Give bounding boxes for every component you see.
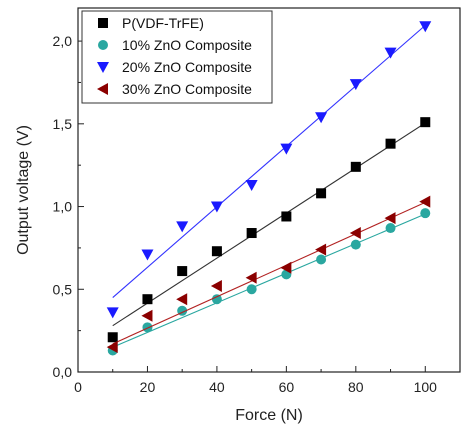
point-20-zno: [419, 21, 432, 33]
point-10-zno: [246, 284, 257, 295]
legend-marker-pvdf: [98, 18, 108, 28]
point-20-zno: [384, 47, 397, 59]
point-pvdf: [385, 138, 396, 149]
plot-frame: [77, 7, 461, 373]
point-pvdf: [350, 161, 361, 172]
point-30-zno: [245, 271, 257, 284]
fit-line-30-zno: [112, 201, 426, 345]
point-20-zno: [106, 307, 119, 319]
point-20-zno: [245, 180, 258, 192]
legend-marker-30-zno: [97, 83, 108, 95]
point-pvdf: [142, 294, 153, 305]
legend-marker-10-zno: [98, 40, 108, 50]
point-30-zno: [141, 309, 153, 322]
point-20-zno: [176, 221, 189, 233]
point-pvdf: [107, 332, 118, 343]
fit-line-20-zno: [112, 24, 426, 298]
point-30-zno: [419, 195, 431, 208]
point-10-zno: [211, 294, 222, 305]
point-pvdf: [420, 117, 431, 128]
point-10-zno: [142, 322, 153, 333]
legend-marker-20-zno: [97, 62, 109, 73]
point-10-zno: [420, 208, 431, 219]
point-20-zno: [315, 112, 328, 124]
point-30-zno: [280, 261, 292, 274]
y-axis-title: Output voltage (V): [15, 125, 32, 255]
point-30-zno: [176, 293, 188, 306]
point-30-zno: [384, 212, 396, 225]
x-tick-label: 20: [140, 379, 156, 395]
y-tick-label: 0,0: [53, 364, 73, 380]
point-pvdf: [246, 228, 257, 239]
y-tick-label: 2,0: [53, 33, 73, 49]
point-30-zno: [210, 279, 222, 292]
point-20-zno: [349, 79, 362, 91]
point-pvdf: [211, 246, 222, 257]
plot-area: 0 20 40 60 80 100 0,0 0,5 1,0 1,5 2,0: [53, 7, 461, 395]
x-tick-label: 60: [279, 379, 295, 395]
legend-frame: [81, 10, 273, 104]
y-tick-label: 1,0: [53, 199, 73, 215]
y-tick-label: 0,5: [53, 281, 73, 297]
legend-label-20-zno: 20% ZnO Composite: [122, 59, 252, 75]
legend: P(VDF-TrFE) 10% ZnO Composite 20% ZnO Co…: [81, 10, 273, 104]
point-30-zno: [349, 227, 361, 240]
point-pvdf: [281, 211, 292, 222]
legend-label-pvdf: P(VDF-TrFE): [122, 15, 204, 31]
point-pvdf: [177, 266, 188, 277]
point-10-zno: [385, 223, 396, 234]
legend-markers: [97, 18, 109, 95]
point-30-zno: [315, 243, 327, 256]
x-axis-title: Force (N): [235, 407, 303, 424]
point-10-zno: [350, 239, 361, 250]
legend-label-30-zno: 30% ZnO Composite: [122, 81, 252, 97]
y-tick-label: 1,5: [53, 116, 73, 132]
point-pvdf: [316, 188, 327, 199]
point-20-zno: [280, 143, 293, 155]
legend-label-10-zno: 10% ZnO Composite: [122, 37, 252, 53]
x-tick-label: 100: [414, 379, 438, 395]
x-tick-label: 0: [74, 379, 82, 395]
point-10-zno: [316, 254, 327, 265]
point-20-zno: [141, 249, 154, 261]
point-20-zno: [210, 201, 223, 213]
x-tick-label: 40: [209, 379, 225, 395]
x-tick-label: 80: [348, 379, 364, 395]
point-30-zno: [106, 341, 118, 354]
fit-line-pvdf: [112, 122, 426, 327]
fit-line-10-zno: [112, 213, 426, 348]
